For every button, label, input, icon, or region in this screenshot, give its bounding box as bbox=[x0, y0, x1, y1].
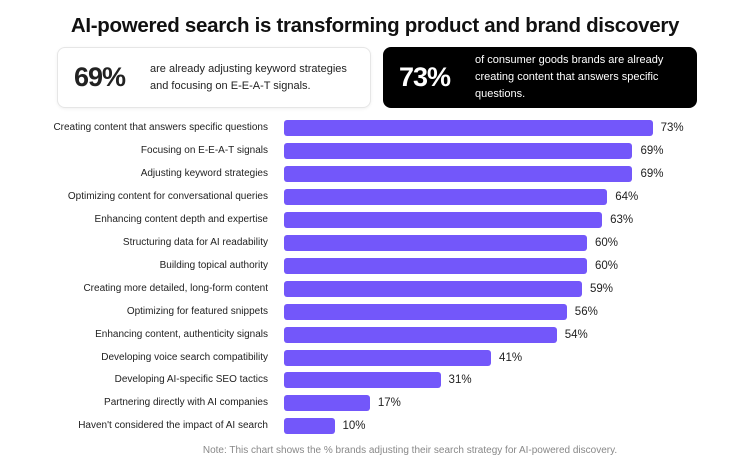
bar-row: Partnering directly with AI companies 17% bbox=[0, 395, 750, 413]
value-label: 63% bbox=[610, 213, 634, 226]
value-label: 59% bbox=[589, 282, 613, 295]
bar-row: Building topical authority 60% bbox=[0, 257, 750, 276]
category-label: Partnering directly with AI companies bbox=[104, 397, 268, 409]
stat-description: of consumer goods brands are already cre… bbox=[475, 54, 664, 100]
category-label: Developing voice search compatibility bbox=[101, 351, 268, 363]
category-label: Creating more detailed, long-form conten… bbox=[83, 282, 268, 294]
category-label: Focusing on E-E-A-T signals bbox=[140, 144, 268, 156]
stat-value: 69% bbox=[74, 62, 126, 92]
category-label: Adjusting keyword strategies bbox=[140, 167, 268, 179]
stat-card-content: 73% of consumer goods brands are already… bbox=[383, 47, 697, 108]
bar bbox=[284, 234, 587, 251]
value-label: 17% bbox=[377, 397, 401, 410]
bar-row: Enhancing content depth and expertise 63% bbox=[0, 211, 750, 230]
bar-row: Structuring data for AI readability 60% bbox=[0, 234, 750, 253]
value-label: 60% bbox=[595, 259, 619, 272]
category-label: Creating content that answers specific q… bbox=[53, 122, 268, 133]
value-label: 60% bbox=[595, 236, 619, 249]
stat-value: 73% bbox=[399, 62, 451, 92]
category-label: Enhancing content, authenticity signals bbox=[95, 328, 268, 340]
category-label: Enhancing content depth and expertise bbox=[94, 213, 268, 225]
bar-row: Creating content that answers specific q… bbox=[0, 120, 750, 138]
bar-row: Enhancing content, authenticity signals 5… bbox=[0, 326, 750, 345]
category-label: Haven't considered the impact of AI sear… bbox=[78, 420, 268, 432]
category-label: Structuring data for AI readability bbox=[122, 236, 268, 248]
value-label: 31% bbox=[448, 374, 472, 387]
bar bbox=[284, 120, 653, 136]
bar bbox=[284, 257, 587, 274]
category-label: Optimizing for featured snippets bbox=[126, 305, 268, 317]
stat-description: are already adjusting keyword strategies… bbox=[150, 62, 347, 92]
chart-note: Note: This chart shows the % brands adju… bbox=[202, 445, 618, 456]
value-label: 69% bbox=[640, 144, 664, 157]
bar-row: Developing voice search compatibility 41% bbox=[0, 349, 750, 368]
category-label: Optimizing content for conversational qu… bbox=[67, 190, 268, 202]
bar bbox=[284, 211, 603, 228]
bar-row: Haven't considered the impact of AI sear… bbox=[0, 418, 750, 436]
bar bbox=[284, 165, 633, 182]
bar bbox=[284, 418, 335, 435]
bar-row: Adjusting keyword strategies 69% bbox=[0, 165, 750, 184]
value-label: 54% bbox=[564, 328, 588, 341]
value-label: 73% bbox=[660, 122, 684, 134]
bar-row: Creating more detailed, long-form conten… bbox=[0, 280, 750, 299]
value-label: 56% bbox=[574, 305, 598, 318]
category-label: Building topical authority bbox=[159, 259, 268, 271]
bar bbox=[284, 395, 370, 412]
bar-row: Optimizing content for conversational qu… bbox=[0, 188, 750, 207]
value-label: 41% bbox=[499, 351, 523, 364]
bar bbox=[284, 372, 441, 389]
value-label: 64% bbox=[615, 190, 639, 203]
value-label: 10% bbox=[342, 420, 366, 433]
stat-card-keyword: 69% are already adjusting keyword strate… bbox=[57, 47, 371, 108]
bar bbox=[284, 142, 633, 159]
bar bbox=[284, 188, 608, 205]
bar-row: Optimizing for featured snippets 56% bbox=[0, 303, 750, 322]
bar-row: Focusing on E-E-A-T signals 69% bbox=[0, 142, 750, 161]
bar bbox=[284, 280, 582, 297]
chart-title: AI-powered search is transforming produc… bbox=[70, 14, 680, 37]
bar-row: Developing AI-specific SEO tactics 31% bbox=[0, 372, 750, 390]
bar bbox=[284, 326, 557, 343]
value-label: 69% bbox=[640, 167, 664, 180]
bar bbox=[284, 303, 567, 320]
category-label: Developing AI-specific SEO tactics bbox=[114, 374, 268, 386]
bar bbox=[284, 349, 492, 366]
